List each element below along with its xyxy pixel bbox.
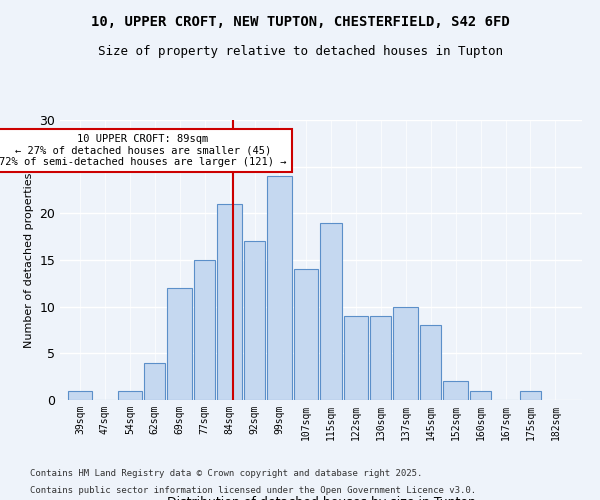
Bar — [420, 326, 442, 400]
Bar — [470, 390, 491, 400]
Text: Contains HM Land Registry data © Crown copyright and database right 2025.: Contains HM Land Registry data © Crown c… — [30, 468, 422, 477]
Text: 10, UPPER CROFT, NEW TUPTON, CHESTERFIELD, S42 6FD: 10, UPPER CROFT, NEW TUPTON, CHESTERFIEL… — [91, 15, 509, 29]
Bar — [68, 390, 92, 400]
Bar — [217, 204, 242, 400]
Bar — [194, 260, 215, 400]
Bar — [244, 242, 265, 400]
Bar — [267, 176, 292, 400]
Bar — [370, 316, 391, 400]
Bar — [118, 390, 142, 400]
Bar — [443, 382, 468, 400]
Text: 10 UPPER CROFT: 89sqm
← 27% of detached houses are smaller (45)
72% of semi-deta: 10 UPPER CROFT: 89sqm ← 27% of detached … — [0, 134, 287, 167]
Bar — [320, 222, 341, 400]
Bar — [167, 288, 192, 400]
X-axis label: Distribution of detached houses by size in Tupton: Distribution of detached houses by size … — [167, 496, 475, 500]
Text: Size of property relative to detached houses in Tupton: Size of property relative to detached ho… — [97, 45, 503, 58]
Bar — [344, 316, 368, 400]
Text: Contains public sector information licensed under the Open Government Licence v3: Contains public sector information licen… — [30, 486, 476, 495]
Bar — [520, 390, 541, 400]
Y-axis label: Number of detached properties: Number of detached properties — [24, 172, 34, 348]
Bar — [394, 306, 418, 400]
Bar — [144, 362, 166, 400]
Bar — [294, 270, 319, 400]
